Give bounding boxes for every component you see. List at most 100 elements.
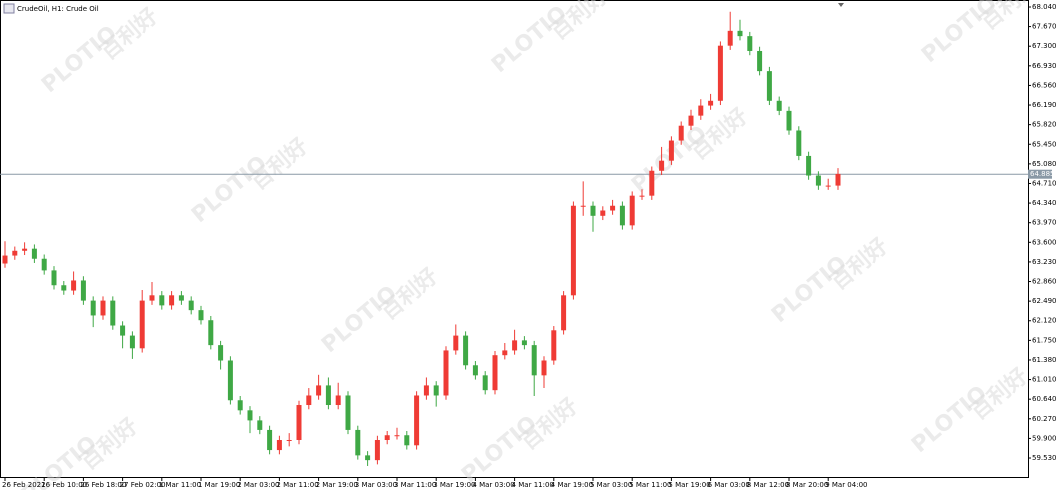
- candle-body: [306, 395, 312, 406]
- current-price-box: [1028, 169, 1052, 179]
- y-tick-label: 63.230: [1032, 258, 1056, 266]
- candle-body: [531, 345, 537, 376]
- candle-body: [747, 36, 753, 51]
- y-tick-label: 61.750: [1032, 336, 1056, 344]
- candle-body: [365, 455, 371, 461]
- y-tick-label: 66.190: [1032, 101, 1056, 109]
- candle-body: [22, 248, 28, 251]
- candle-body: [394, 435, 400, 437]
- candle-body: [717, 45, 723, 101]
- candle-body: [610, 205, 616, 211]
- candle-body: [2, 255, 8, 264]
- candle-body: [825, 185, 831, 187]
- candle-body: [649, 170, 655, 196]
- candle-body: [208, 320, 214, 346]
- y-tick-label: 66.560: [1032, 81, 1056, 89]
- x-tick-label: 3 Mar 11:00: [394, 481, 436, 489]
- candle-body: [41, 258, 47, 271]
- candle-body: [619, 205, 625, 226]
- x-tick-label: 4 Mar 03:00: [472, 481, 514, 489]
- candle-body: [316, 385, 322, 396]
- candle-body: [61, 285, 67, 291]
- candle-body: [12, 250, 18, 256]
- candle-body: [806, 155, 812, 176]
- candle-body: [296, 405, 302, 440]
- candle-body: [551, 330, 557, 361]
- candle-body: [139, 300, 145, 349]
- candle-body: [100, 300, 106, 316]
- y-tick-label: 62.860: [1032, 278, 1056, 286]
- x-tick-label: 1 Mar 11:00: [159, 481, 201, 489]
- x-tick-label: 9 Mar 04:00: [825, 481, 867, 489]
- y-tick-label: 59.900: [1032, 434, 1056, 442]
- x-tick-label: 8 Mar 12:00: [747, 481, 789, 489]
- candle-body: [796, 130, 802, 156]
- candle-body: [237, 400, 243, 411]
- x-tick-label: 2 Mar 11:00: [276, 481, 318, 489]
- candle-body: [149, 295, 155, 301]
- candle-body: [737, 30, 743, 37]
- candle-body: [159, 295, 165, 306]
- candle-body: [766, 71, 772, 101]
- candle-body: [776, 100, 782, 111]
- candle-body: [688, 115, 694, 126]
- candle-body: [257, 420, 263, 430]
- symbol-icon: [3, 3, 15, 14]
- candle-body: [561, 295, 567, 331]
- candle-body: [169, 295, 175, 306]
- y-tick-label: 62.490: [1032, 297, 1056, 305]
- x-tick-label: 5 Mar 11:00: [629, 481, 671, 489]
- candle-body: [286, 439, 292, 441]
- y-tick-label: 66.930: [1032, 62, 1056, 70]
- y-tick-label: 67.670: [1032, 23, 1056, 31]
- x-tick-label: 8 Mar 20:00: [786, 481, 828, 489]
- candle-body: [335, 395, 341, 406]
- candle-body: [423, 385, 429, 396]
- candle-body: [90, 300, 96, 316]
- candle-body: [31, 248, 37, 259]
- candle-body: [374, 439, 380, 461]
- candle-body: [188, 300, 194, 311]
- y-tick-label: 60.640: [1032, 395, 1056, 403]
- candle-body: [129, 335, 135, 349]
- x-tick-label: 2 Mar 19:00: [316, 481, 358, 489]
- plot-frame: [0, 0, 1029, 478]
- candle-body: [698, 105, 704, 116]
- candle-body: [404, 435, 410, 446]
- candle-body: [384, 435, 390, 440]
- candle-body: [267, 429, 273, 451]
- x-tick-label: 26 Feb 18:00: [80, 481, 126, 489]
- x-tick-label: 3 Mar 03:00: [355, 481, 397, 489]
- candle-body: [227, 360, 233, 401]
- candle-body: [71, 280, 77, 291]
- candle-body: [600, 210, 606, 216]
- candle-body: [629, 195, 635, 226]
- candle-body: [521, 340, 527, 346]
- candle-body: [443, 350, 449, 396]
- x-tick-label: 6 Mar 03:00: [708, 481, 750, 489]
- y-tick-label: 61.380: [1032, 356, 1056, 364]
- candle-body: [472, 365, 478, 376]
- candle-body: [678, 125, 684, 141]
- y-tick-label: 62.120: [1032, 317, 1056, 325]
- x-tick-label: 1 Mar 19:00: [198, 481, 240, 489]
- candle-body: [453, 335, 459, 351]
- x-tick-label: 2 Mar 03:00: [237, 481, 279, 489]
- y-tick-label: 59.530: [1032, 454, 1056, 462]
- candle-body: [512, 340, 518, 351]
- candle-body: [482, 375, 488, 391]
- x-tick-label: 4 Mar 11:00: [512, 481, 554, 489]
- candle-body: [110, 300, 116, 326]
- candle-body: [541, 360, 547, 376]
- candle-body: [414, 395, 420, 446]
- y-tick-label: 64.340: [1032, 199, 1056, 207]
- current-price-label: 64.885: [1030, 170, 1055, 178]
- candle-body: [51, 270, 57, 286]
- y-tick-label: 64.710: [1032, 179, 1056, 187]
- candle-body: [198, 310, 204, 321]
- candle-body: [757, 50, 763, 72]
- candle-body: [639, 195, 645, 197]
- candle-body: [502, 350, 508, 356]
- candle-body: [80, 280, 86, 301]
